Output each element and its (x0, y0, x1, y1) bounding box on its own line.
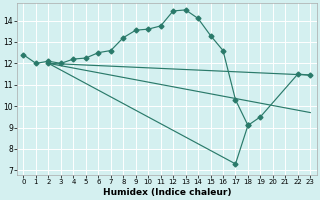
X-axis label: Humidex (Indice chaleur): Humidex (Indice chaleur) (103, 188, 231, 197)
